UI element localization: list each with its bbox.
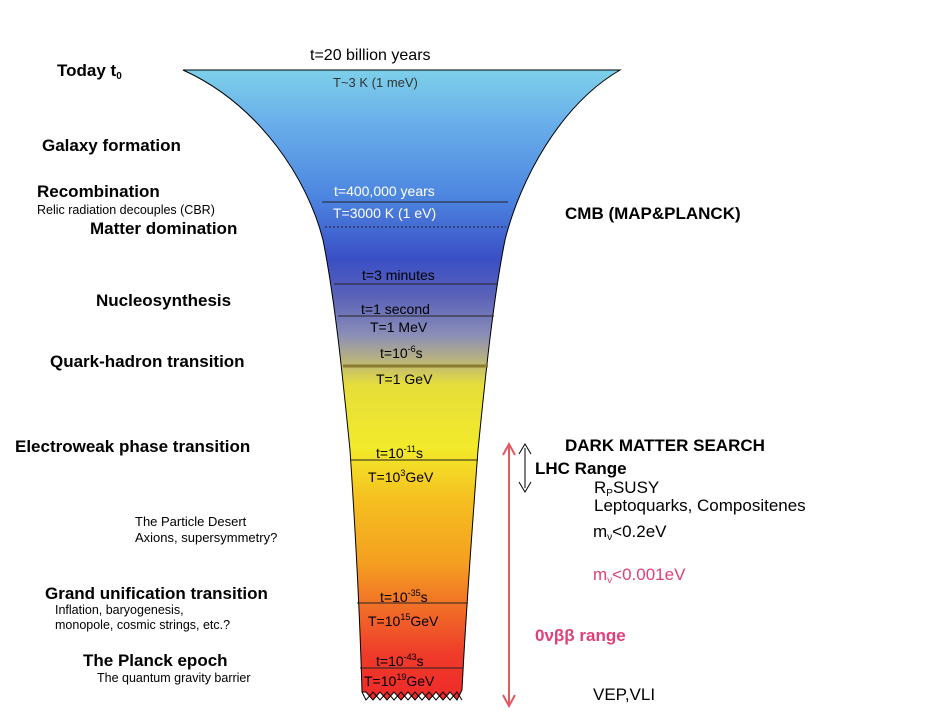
label-relic-radiation: Relic radiation decouples (CBR) <box>37 203 215 217</box>
label-matter-domination: Matter domination <box>90 219 238 238</box>
label-rp-susy: RPSUSY <box>594 478 660 499</box>
label-T-10-15: T=1015GeV <box>368 612 439 629</box>
label-t-20-billion: t=20 billion years <box>310 47 431 64</box>
label-t-10-11: t=10-11s <box>376 444 423 461</box>
label-recombination: Recombination <box>37 182 160 201</box>
label-T-1-GeV: T=1 GeV <box>376 371 433 387</box>
label-planck-epoch: The Planck epoch <box>83 651 228 670</box>
label-T-1-MeV: T=1 MeV <box>370 319 428 335</box>
label-monopole: monopole, cosmic strings, etc.? <box>55 618 231 632</box>
funnel-dividers <box>322 201 508 669</box>
label-nucleosynthesis: Nucleosynthesis <box>96 291 232 310</box>
label-T-10-3: T=103GeV <box>368 468 434 485</box>
neutrinoless-range-arrow <box>502 441 516 709</box>
label-t-10-6: t=10-6s <box>380 344 423 361</box>
label-T-3K: T~3 K (1 meV) <box>333 75 418 90</box>
label-t-1-second: t=1 second <box>361 301 430 317</box>
label-0vbb-range: 0νββ range <box>535 626 626 645</box>
lhc-range-arrow <box>518 443 532 493</box>
label-leptoquarks: Leptoquarks, Compositenes <box>594 496 806 515</box>
label-T-10-19: T=1019GeV <box>364 672 435 689</box>
label-t-400000: t=400,000 years <box>334 183 435 199</box>
label-electroweak: Electroweak phase transition <box>15 437 251 456</box>
label-t-3-minutes: t=3 minutes <box>362 267 435 283</box>
label-T-3000K: T=3000 K (1 eV) <box>333 205 437 221</box>
label-galaxy-formation: Galaxy formation <box>42 136 181 155</box>
label-mv-02: mν<0.2eV <box>593 522 667 543</box>
label-quark-hadron: Quark-hadron transition <box>50 352 245 371</box>
label-vep-vli: VEP,VLI <box>593 685 656 704</box>
label-lhc-range: LHC Range <box>535 459 627 478</box>
label-quantum-gravity: The quantum gravity barrier <box>97 671 251 685</box>
label-grand-unification: Grand unification transition <box>45 584 268 603</box>
label-today: Today t0 <box>57 61 122 82</box>
label-particle-desert: The Particle Desert <box>135 514 247 529</box>
jagged-bottom <box>361 691 463 701</box>
label-mv-0001: mν<0.001eV <box>593 565 686 586</box>
label-inflation: Inflation, baryogenesis, <box>55 603 184 617</box>
label-dark-matter-search: DARK MATTER SEARCH <box>565 436 765 455</box>
label-axions: Axions, supersymmetry? <box>135 530 278 545</box>
label-t-10-43: t=10-43s <box>376 652 424 669</box>
label-t-10-35: t=10-35s <box>380 588 428 605</box>
label-cmb: CMB (MAP&PLANCK) <box>565 204 741 223</box>
